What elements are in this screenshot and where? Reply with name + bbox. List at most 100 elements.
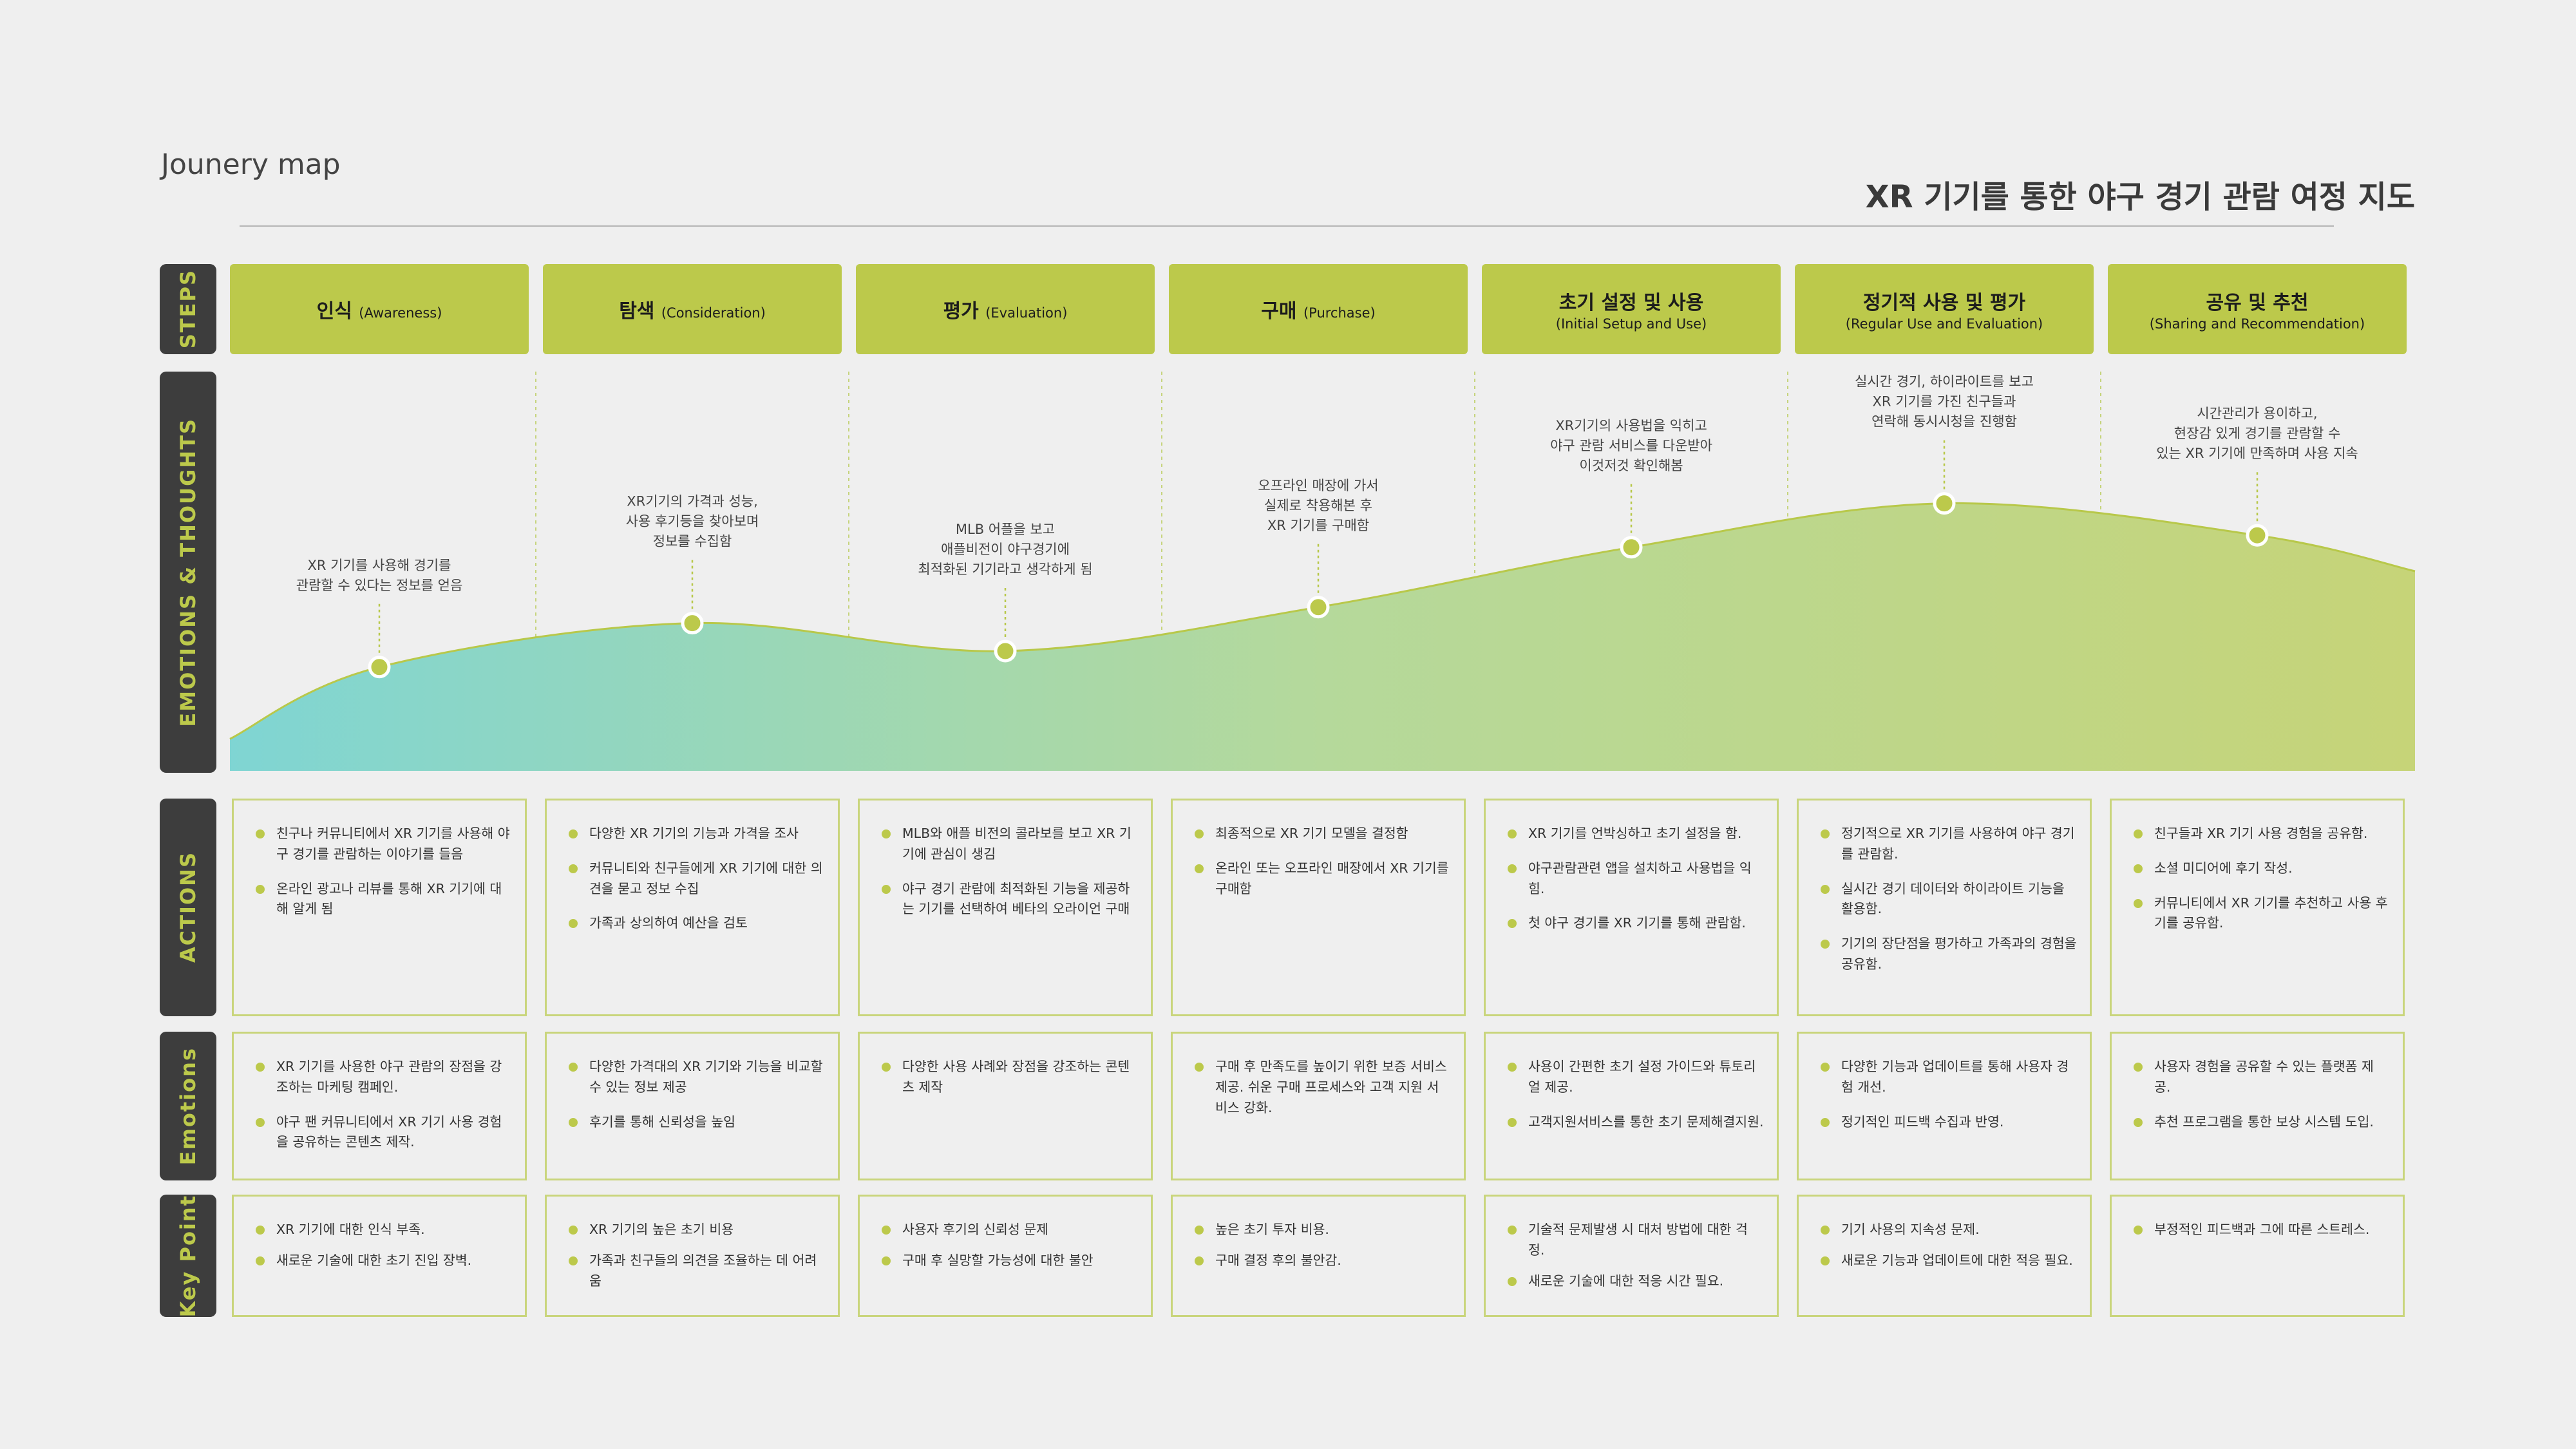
emotion-point <box>2246 524 2269 547</box>
key-point-item: 새로운 기술에 대한 적응 시간 필요. <box>1505 1271 1764 1292</box>
thought-line: 있는 XR 기기에 만족하며 사용 지속 <box>2156 446 2358 461</box>
emotion-list: 다양한 사용 사례와 장점을 강조하는 콘텐츠 제작 <box>879 1057 1138 1098</box>
action-cell: XR 기기를 언박싱하고 초기 설정을 함. 야구관람관련 앱을 설치하고 사용법… <box>1484 799 1779 1016</box>
emotion-list: XR 기기를 사용한 야구 관람의 장점을 강조하는 마케팅 캠페인. 야구 팬 … <box>253 1057 512 1153</box>
key-point-cell: 기기 사용의 지속성 문제. 새로운 기능과 업데이트에 대한 적응 필요. <box>1797 1195 2092 1317</box>
thought-label: XR 기기를 사용해 경기를 관람할 수 있다는 정보를 얻음 <box>296 558 463 593</box>
key-point-cell: 높은 초기 투자 비용. 구매 결정 후의 불안감. <box>1171 1195 1466 1317</box>
key-point-list: 높은 초기 투자 비용. 구매 결정 후의 불안감. <box>1192 1220 1451 1271</box>
thought-line: 오프라인 매장에 가서 <box>1258 478 1378 493</box>
emotion-cell: 다양한 사용 사례와 장점을 강조하는 콘텐츠 제작 <box>858 1032 1153 1180</box>
action-cell: 친구나 커뮤니티에서 XR 기기를 사용해 야구 경기를 관람하는 이야기를 들… <box>232 799 527 1016</box>
action-item: 소셜 미디어에 후기 작성. <box>2131 858 2390 879</box>
action-list: 친구들과 XR 기기 사용 경험을 공유함. 소셜 미디어에 후기 작성. 커뮤니티… <box>2131 824 2390 934</box>
action-item: 실시간 경기 데이터와 하이라이트 기능을 활용함. <box>1818 879 2077 920</box>
page-title: XR 기기를 통한 야구 경기 관람 여정 지도 <box>1865 179 2415 215</box>
emotion-item: 사용자 경험을 공유할 수 있는 플랫폼 제공. <box>2131 1057 2390 1098</box>
action-list: 정기적으로 XR 기기를 사용하여 야구 경기를 관람함. 실시간 경기 데이터와… <box>1818 824 2077 975</box>
step-title-ko: 구매 <box>1261 300 1297 323</box>
key-point-item: 높은 초기 투자 비용. <box>1192 1220 1451 1240</box>
action-item: 다양한 XR 기기의 기능과 가격을 조사 <box>566 824 825 844</box>
step-card: 탐색 (Consideration) <box>543 264 842 354</box>
action-cell: 친구들과 XR 기기 사용 경험을 공유함. 소셜 미디어에 후기 작성. 커뮤니티… <box>2110 799 2405 1016</box>
step-title-en: (Sharing and Recommendation) <box>2149 316 2365 332</box>
action-item: 온라인 또는 오프라인 매장에서 XR 기기를 구매함 <box>1192 858 1451 900</box>
action-item: 친구나 커뮤니티에서 XR 기기를 사용해 야구 경기를 관람하는 이야기를 들… <box>253 824 512 865</box>
key-point-item: 새로운 기술에 대한 초기 진입 장벽. <box>253 1251 512 1271</box>
emotion-cell: 다양한 가격대의 XR 기기와 기능을 비교할 수 있는 정보 제공 후기를 통해… <box>545 1032 840 1180</box>
thought-line: 정보를 수집함 <box>653 534 732 549</box>
step-card: 초기 설정 및 사용 (Initial Setup and Use) <box>1482 264 1781 354</box>
emotion-cell: 사용자 경험을 공유할 수 있는 플랫폼 제공. 추천 프로그램을 통한 보상 시… <box>2110 1032 2405 1180</box>
thought-line: 현장감 있게 경기를 관람할 수 <box>2174 426 2341 441</box>
action-item: XR 기기를 언박싱하고 초기 설정을 함. <box>1505 824 1764 844</box>
step-title-en: (Regular Use and Evaluation) <box>1845 316 2043 332</box>
thought-line: 사용 후기등을 찾아보며 <box>626 514 759 529</box>
emotion-list: 사용자 경험을 공유할 수 있는 플랫폼 제공. 추천 프로그램을 통한 보상 시… <box>2131 1057 2390 1132</box>
emotion-item: 다양한 기능과 업데이트를 통해 사용자 경험 개선. <box>1818 1057 2077 1098</box>
emotion-item: 구매 후 만족도를 높이기 위한 보증 서비스 제공. 쉬운 구매 프로세스와 … <box>1192 1057 1451 1118</box>
key-point-cell: XR 기기의 높은 초기 비용 가족과 친구들의 의견을 조율하는 데 어려움 <box>545 1195 840 1317</box>
key-point-list: 기기 사용의 지속성 문제. 새로운 기능과 업데이트에 대한 적응 필요. <box>1818 1220 2077 1271</box>
action-item: 가족과 상의하여 예산을 검토 <box>566 913 825 934</box>
emotion-point <box>994 639 1017 663</box>
thought-line: 애플비전이 야구경기에 <box>941 542 1070 557</box>
step-title-ko: 정기적 사용 및 평가 <box>1862 292 2026 314</box>
action-item: MLB와 애플 비전의 콜라보를 보고 XR 기기에 관심이 생김 <box>879 824 1138 865</box>
key-point-list: 부정적인 피드백과 그에 따른 스트레스. <box>2131 1220 2390 1240</box>
emotion-list: 구매 후 만족도를 높이기 위한 보증 서비스 제공. 쉬운 구매 프로세스와 … <box>1192 1057 1451 1118</box>
thought-label: MLB 어플을 보고 애플비전이 야구경기에 최적화된 기기라고 생각하게 됨 <box>918 522 1092 577</box>
step-title-en: (Evaluation) <box>985 305 1068 321</box>
step-title-en: (Initial Setup and Use) <box>1555 316 1707 332</box>
key-point-item: 구매 후 실망할 가능성에 대한 불안 <box>879 1251 1138 1271</box>
action-item: 기기의 장단점을 평가하고 가족과의 경험을 공유함. <box>1818 934 2077 975</box>
action-item: 커뮤니티와 친구들에게 XR 기기에 대한 의견을 묻고 정보 수집 <box>566 858 825 900</box>
step-title: 정기적 사용 및 평가 <box>1863 287 2025 315</box>
step-title-ko: 공유 및 추천 <box>2206 292 2309 314</box>
key-point-item: 기기 사용의 지속성 문제. <box>1818 1220 2077 1240</box>
step-title: 구매 (Purchase) <box>1261 295 1375 323</box>
action-list: XR 기기를 언박싱하고 초기 설정을 함. 야구관람관련 앱을 설치하고 사용법… <box>1505 824 1764 934</box>
emotion-item: 사용이 간편한 초기 설정 가이드와 튜토리얼 제공. <box>1505 1057 1764 1098</box>
thought-line: 실시간 경기, 하이라이트를 보고 <box>1855 374 2034 390</box>
emotion-area <box>230 503 2415 771</box>
row-label-actions: ACTIONS <box>160 799 216 1016</box>
action-item: 야구관람관련 앱을 설치하고 사용법을 익힘. <box>1505 858 1764 900</box>
emotion-list: 다양한 기능과 업데이트를 통해 사용자 경험 개선. 정기적인 피드백 수집과 … <box>1818 1057 2077 1132</box>
key-point-list: XR 기기에 대한 인식 부족. 새로운 기술에 대한 초기 진입 장벽. <box>253 1220 512 1271</box>
key-point-item: 새로운 기능과 업데이트에 대한 적응 필요. <box>1818 1251 2077 1271</box>
key-point-cell: XR 기기에 대한 인식 부족. 새로운 기술에 대한 초기 진입 장벽. <box>232 1195 527 1317</box>
emotion-item: 다양한 가격대의 XR 기기와 기능을 비교할 수 있는 정보 제공 <box>566 1057 825 1098</box>
thought-line: 야구 관람 서비스를 다운받아 <box>1550 438 1712 453</box>
action-item: 최종적으로 XR 기기 모델을 결정함 <box>1192 824 1451 844</box>
step-title-ko: 평가 <box>943 300 979 323</box>
step-title: 인식 (Awareness) <box>317 295 442 323</box>
key-point-cell: 기술적 문제발생 시 대처 방법에 대한 걱정. 새로운 기술에 대한 적응 시간… <box>1484 1195 1779 1317</box>
key-point-list: 기술적 문제발생 시 대처 방법에 대한 걱정. 새로운 기술에 대한 적응 시간… <box>1505 1220 1764 1291</box>
emotion-item: 고객지원서비스를 통한 초기 문제해결지원. <box>1505 1112 1764 1133</box>
key-point-item: XR 기기에 대한 인식 부족. <box>253 1220 512 1240</box>
thought-line: 연락해 동시시청을 진행함 <box>1871 414 2017 430</box>
step-title: 탐색 (Consideration) <box>619 295 766 323</box>
action-item: 야구 경기 관람에 최적화된 기능을 제공하는 기기를 선택하여 베타의 오라이… <box>879 879 1138 920</box>
step-card: 정기적 사용 및 평가 (Regular Use and Evaluation) <box>1795 264 2094 354</box>
emotion-cell: 사용이 간편한 초기 설정 가이드와 튜토리얼 제공. 고객지원서비스를 통한 초… <box>1484 1032 1779 1180</box>
thought-line: XR 기기를 구매함 <box>1267 518 1369 533</box>
thought-label: 시간관리가 용이하고, 현장감 있게 경기를 관람할 수 있는 XR 기기에 만족하… <box>2156 406 2358 461</box>
row-label-emotions: Emotions <box>160 1032 216 1180</box>
thought-line: XR기기의 사용법을 익히고 <box>1555 418 1707 433</box>
action-item: 친구들과 XR 기기 사용 경험을 공유함. <box>2131 824 2390 844</box>
emotion-curve-chart: XR 기기를 사용해 경기를 관람할 수 있다는 정보를 얻음 XR기기의 가격과 … <box>229 372 2416 771</box>
thought-line: 이것저것 확인해봄 <box>1579 458 1683 473</box>
action-item: 첫 야구 경기를 XR 기기를 통해 관람함. <box>1505 913 1764 934</box>
step-title-ko: 탐색 <box>619 300 655 323</box>
step-card: 공유 및 추천 (Sharing and Recommendation) <box>2108 264 2407 354</box>
step-title: 공유 및 추천 <box>2206 287 2309 315</box>
key-point-item: 사용자 후기의 신뢰성 문제 <box>879 1220 1138 1240</box>
